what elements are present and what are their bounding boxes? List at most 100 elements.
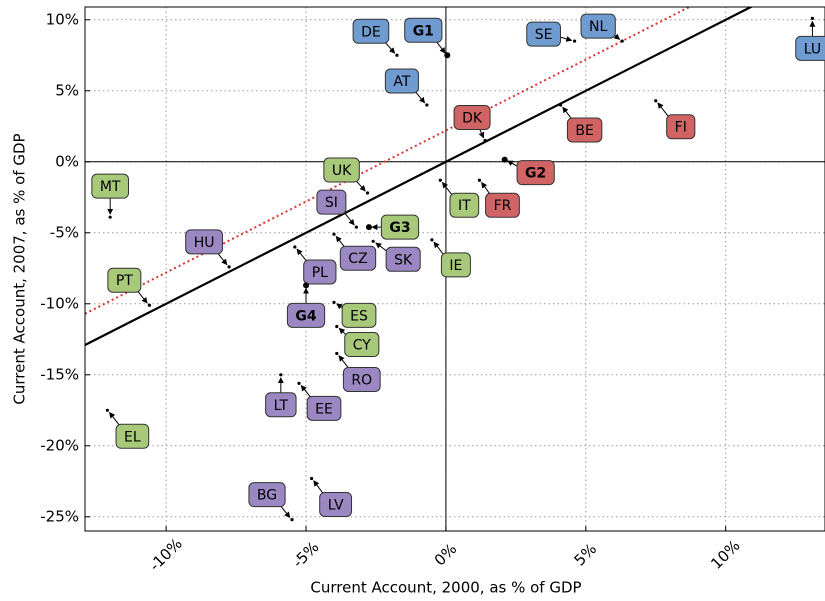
point-label: CY [353,338,372,354]
point-label: DE [361,24,381,40]
point [501,156,508,163]
point-label: FI [675,120,687,136]
point-label: UK [332,163,352,179]
y-tick-label: 0% [55,152,79,170]
label-arrow [657,102,671,119]
label-box [248,482,286,508]
y-tick-label: -5% [50,223,79,241]
point [297,381,301,385]
label-box [323,157,360,183]
point [279,373,283,377]
point-label: NL [589,19,607,35]
point-label: LT [274,398,289,414]
x-tick-label: 0% [431,540,461,570]
point-label: IE [449,258,462,274]
point [438,178,442,182]
label-box [449,192,480,218]
point-label: BE [575,123,593,139]
point-label: AT [393,74,410,90]
point-label: G4 [295,308,316,324]
label-box [385,246,421,272]
label-box [341,302,377,328]
label-box [91,173,129,199]
point-label: CZ [348,251,367,267]
point [573,39,577,43]
point-label: MT [100,179,121,195]
y-tick-label: -20% [40,436,79,454]
plot-area [85,7,825,531]
label-box [339,245,377,271]
point [371,239,375,243]
label-box [580,13,616,39]
point [105,408,109,412]
point-label: ES [350,308,368,324]
point [430,238,434,242]
label-arrow [559,36,573,42]
label-box [566,117,603,143]
point [293,245,297,249]
y-tick-label: -10% [40,294,79,312]
plot-frame [84,6,825,532]
label-box [795,35,825,61]
point [444,52,451,59]
y-tick-label: -15% [40,365,79,383]
label-box [352,18,390,44]
label-box [440,252,471,278]
x-tick-label: -10% [146,535,186,575]
label-box [526,21,561,47]
point [227,265,231,269]
point-label: SK [394,252,413,268]
reference-line [85,7,754,346]
x-axis-label: Current Account, 2000, as % of GDP [310,579,581,597]
label-box [666,114,696,140]
point-label: FR [494,198,512,214]
label-box [404,17,443,43]
point [425,103,429,107]
y-axis-label: Current Account, 2007, as % of GDP [11,133,29,404]
point [654,99,658,103]
point [354,225,358,229]
point [310,476,314,481]
point-label: EL [124,429,141,445]
label-box [344,332,380,358]
label-box [115,423,150,449]
point [332,232,336,236]
point-label: HU [194,235,215,251]
label-box [185,229,223,255]
point-label: LU [804,41,821,57]
label-box [286,302,326,328]
label-box [303,259,337,285]
point [477,178,482,182]
point [335,324,339,329]
point [483,138,487,143]
label-box [306,395,342,421]
point [147,303,151,307]
point-label: G1 [413,23,434,39]
label-box [342,366,381,392]
x-tick-label: -5% [289,538,322,571]
label-box [319,491,353,517]
x-tick-label: 10% [707,536,743,572]
point [108,215,112,219]
point-label: DK [462,110,483,126]
point-label: BG [257,488,277,504]
label-box [380,214,420,240]
y-tick-label: -25% [40,507,79,525]
point [810,16,815,20]
point-label: LV [328,497,344,513]
label-box [453,104,491,130]
y-tick-label: 5% [55,81,79,99]
point-label: PL [312,265,328,281]
point-label: PT [116,273,133,289]
label-box [316,189,347,215]
point-label: SE [535,27,553,43]
y-tick-label: 10% [46,10,79,28]
point-label: RO [351,372,372,388]
point [395,53,399,57]
point-label: EE [315,401,333,417]
point [365,224,372,231]
point [290,518,294,522]
label-box [107,267,142,293]
label-box [516,160,555,186]
